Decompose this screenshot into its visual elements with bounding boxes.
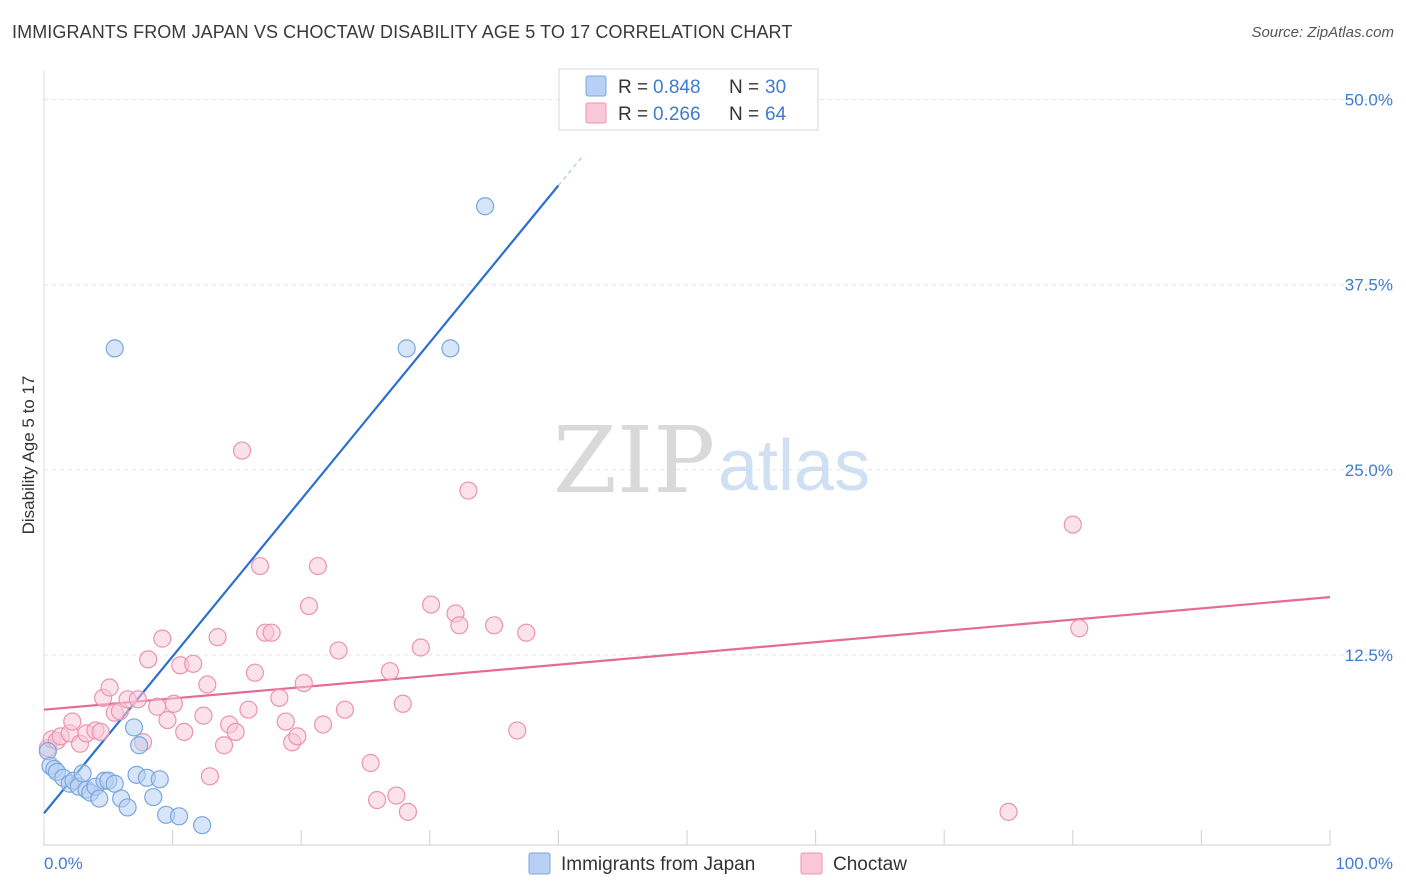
choctaw-point-5 bbox=[63, 712, 82, 731]
choctaw-point-51 bbox=[387, 786, 406, 805]
choctaw-point-44 bbox=[308, 556, 328, 576]
japan-trend-line bbox=[43, 184, 560, 815]
series-legend-swatch-choctaw bbox=[800, 852, 823, 875]
y-tick-label-3: 50.0% bbox=[1345, 91, 1393, 110]
x-tick-label-min: 0.0% bbox=[44, 854, 83, 873]
choctaw-point-58 bbox=[459, 481, 478, 500]
legend-r-label-choctaw: R = bbox=[618, 104, 648, 125]
legend-r-value-japan: 0.848 bbox=[653, 77, 701, 98]
legend-swatch-choctaw bbox=[585, 102, 607, 124]
choctaw-point-28 bbox=[208, 628, 227, 647]
choctaw-trend-line bbox=[43, 596, 1331, 711]
choctaw-point-19 bbox=[153, 629, 172, 648]
japan-point-30 bbox=[475, 197, 495, 216]
choctaw-point-24 bbox=[184, 654, 203, 673]
japan-point-0 bbox=[38, 742, 57, 761]
choctaw-point-38 bbox=[270, 688, 289, 707]
stats-legend: R = 0.848 N = 30 R = 0.266 N = 64 bbox=[558, 68, 819, 131]
choctaw-point-29 bbox=[214, 736, 234, 755]
watermark-atlas: atlas bbox=[718, 426, 870, 506]
legend-n-value-choctaw: 64 bbox=[765, 104, 787, 125]
choctaw-point-43 bbox=[299, 596, 319, 616]
japan-point-18 bbox=[124, 718, 144, 737]
points-layer bbox=[38, 197, 1089, 835]
choctaw-point-47 bbox=[335, 700, 355, 719]
choctaw-point-50 bbox=[380, 662, 400, 681]
x-tick-labels: 0.0% 100.0% bbox=[44, 854, 1393, 873]
choctaw-point-17 bbox=[139, 650, 158, 669]
japan-trend-extension bbox=[557, 154, 585, 186]
choctaw-point-57 bbox=[450, 616, 469, 635]
trend-layer bbox=[43, 154, 1331, 815]
choctaw-point-39 bbox=[276, 712, 295, 731]
japan-point-22 bbox=[144, 787, 163, 807]
choctaw-point-20 bbox=[158, 710, 177, 730]
choctaw-point-42 bbox=[294, 673, 313, 693]
choctaw-point-31 bbox=[226, 722, 245, 742]
x-tick-label-max: 100.0% bbox=[1335, 854, 1393, 873]
choctaw-point-52 bbox=[393, 694, 412, 713]
y-tick-label-0: 12.5% bbox=[1345, 646, 1393, 665]
japan-point-28 bbox=[397, 339, 416, 358]
japan-point-27 bbox=[193, 816, 212, 835]
choctaw-point-26 bbox=[198, 675, 217, 694]
choctaw-point-41 bbox=[288, 727, 307, 746]
series-legend-label-choctaw: Choctaw bbox=[833, 854, 907, 875]
choctaw-point-21 bbox=[164, 694, 183, 713]
choctaw-point-49 bbox=[367, 790, 387, 810]
y-tick-label-1: 25.0% bbox=[1345, 461, 1393, 480]
choctaw-point-11 bbox=[100, 678, 119, 697]
choctaw-point-37 bbox=[262, 623, 281, 642]
choctaw-point-48 bbox=[361, 753, 380, 773]
chart-title: IMMIGRANTS FROM JAPAN VS CHOCTAW DISABIL… bbox=[12, 22, 793, 42]
choctaw-point-27 bbox=[200, 767, 219, 786]
japan-point-24 bbox=[105, 339, 124, 358]
choctaw-point-59 bbox=[485, 616, 504, 635]
choctaw-point-61 bbox=[517, 623, 536, 642]
choctaw-point-63 bbox=[1063, 515, 1082, 534]
choctaw-point-53 bbox=[398, 802, 418, 821]
legend-r-label-japan: R = bbox=[618, 77, 648, 98]
y-tick-label-2: 37.5% bbox=[1345, 276, 1393, 295]
choctaw-point-9 bbox=[91, 722, 110, 742]
choctaw-point-45 bbox=[313, 715, 333, 734]
japan-point-20 bbox=[130, 736, 149, 755]
y-axis-label: Disability Age 5 to 17 bbox=[19, 376, 38, 535]
legend-swatch-japan bbox=[585, 75, 607, 97]
series-legend-label-japan: Immigrants from Japan bbox=[561, 854, 755, 875]
series-legend-swatch-japan bbox=[528, 852, 551, 875]
japan-point-8 bbox=[73, 764, 92, 783]
japan-point-25 bbox=[150, 770, 169, 789]
choctaw-point-23 bbox=[175, 722, 194, 742]
choctaw-point-25 bbox=[194, 706, 213, 725]
watermark-zip: ZIP bbox=[553, 407, 715, 514]
legend-r-value-choctaw: 0.266 bbox=[653, 104, 701, 125]
choctaw-point-55 bbox=[421, 595, 441, 614]
choctaw-point-35 bbox=[250, 556, 270, 576]
legend-n-label-japan: N = bbox=[729, 77, 759, 98]
choctaw-point-34 bbox=[245, 663, 265, 682]
choctaw-point-54 bbox=[411, 638, 430, 657]
japan-point-17 bbox=[118, 798, 137, 817]
choctaw-point-33 bbox=[239, 700, 258, 719]
japan-point-26 bbox=[169, 807, 189, 826]
choctaw-point-64 bbox=[1070, 619, 1089, 638]
legend-n-label-choctaw: N = bbox=[729, 104, 759, 125]
source-label: Source: ZipAtlas.com bbox=[1251, 24, 1394, 41]
choctaw-point-60 bbox=[508, 721, 527, 740]
grid-layer bbox=[43, 70, 1390, 846]
series-legend: Immigrants from Japan Choctaw bbox=[528, 852, 907, 875]
choctaw-point-15 bbox=[128, 690, 147, 709]
japan-point-12 bbox=[90, 789, 109, 808]
choctaw-point-62 bbox=[999, 802, 1018, 821]
japan-point-29 bbox=[441, 339, 460, 358]
watermark: ZIP atlas bbox=[553, 407, 870, 514]
legend-n-value-japan: 30 bbox=[765, 77, 786, 98]
choctaw-point-32 bbox=[232, 441, 252, 460]
choctaw-point-46 bbox=[329, 641, 348, 660]
y-tick-labels: 12.5% 25.0% 37.5% 50.0% bbox=[1345, 91, 1393, 665]
